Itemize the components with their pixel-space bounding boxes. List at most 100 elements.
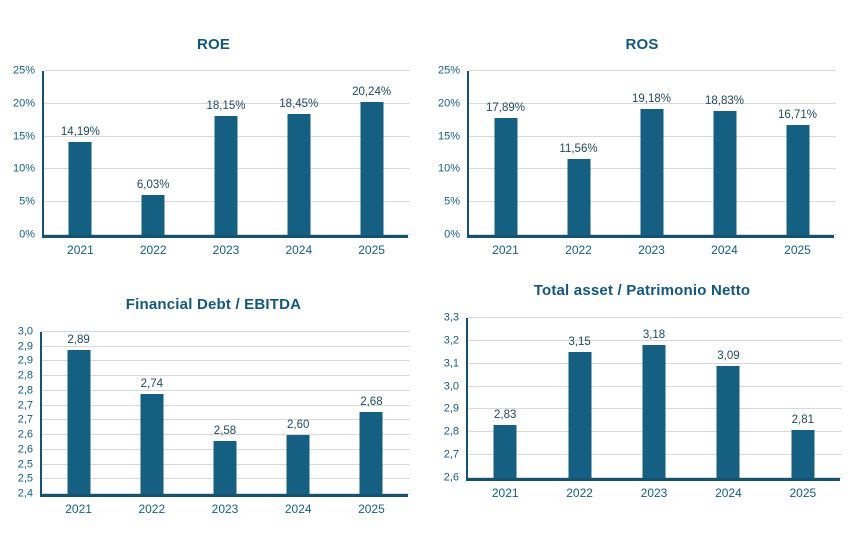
ros-chart: ROS 0% 5% 10% 15% 20% 25% 17,89% 11,56% 19,18% 1… bbox=[427, 0, 857, 270]
bar bbox=[214, 115, 238, 235]
bar-slot: 2,83 bbox=[468, 318, 542, 478]
chart-title: Financial Debt / EBITDA bbox=[125, 296, 302, 313]
data-label: 3,15 bbox=[568, 336, 591, 349]
x-tick-label: 2025 bbox=[789, 486, 817, 500]
y-tick-label: 2,5 bbox=[17, 458, 33, 471]
bar bbox=[213, 440, 237, 494]
bar bbox=[494, 117, 517, 235]
y-tick-label: 2,6 bbox=[443, 471, 459, 484]
data-label: 17,89% bbox=[485, 101, 526, 114]
bar bbox=[786, 125, 809, 235]
y-tick-label: 3,3 bbox=[443, 311, 459, 324]
x-tick-label: 2021 bbox=[492, 243, 519, 257]
data-label: 18,83% bbox=[704, 95, 745, 108]
y-tick-label: 5% bbox=[19, 195, 35, 208]
data-label: 3,18 bbox=[642, 329, 666, 342]
x-tick-label: 2021 bbox=[65, 502, 92, 516]
y-tick-label: 2,4 bbox=[17, 487, 33, 500]
plot-area: 0% 5% 10% 15% 20% 25% 17,89% 11,56% 19,18% 18,83… bbox=[438, 65, 836, 257]
bar-slot: 20,24% bbox=[335, 71, 408, 235]
data-label: 3,09 bbox=[717, 350, 740, 362]
y-tick-label: 0% bbox=[19, 228, 35, 241]
gridline bbox=[42, 389, 410, 391]
gridline bbox=[42, 434, 410, 436]
y-tick-label: 2,9 bbox=[17, 354, 33, 367]
x-tick-label: 2024 bbox=[715, 486, 742, 500]
bars: 2,83 3,15 3,18 3,09 2,81 bbox=[468, 318, 840, 478]
gridline bbox=[42, 375, 410, 377]
x-tick-label: 2022 bbox=[138, 502, 166, 516]
x-tick-label: 2021 bbox=[491, 486, 519, 500]
gridline bbox=[42, 331, 410, 332]
data-label: 2,83 bbox=[494, 409, 517, 422]
y-tick-label: 2,9 bbox=[17, 340, 33, 353]
y-tick-label: 20% bbox=[12, 97, 35, 110]
bar-slot: 3,15 bbox=[542, 318, 616, 478]
y-tick-label: 2,8 bbox=[17, 384, 33, 397]
y-tick-label: 2,8 bbox=[443, 425, 459, 438]
y-tick-label: 3,1 bbox=[443, 357, 459, 370]
x-tick-label: 2025 bbox=[358, 243, 385, 257]
bar bbox=[141, 195, 165, 235]
chart-title: Total asset / Patrimonio Netto bbox=[533, 282, 751, 299]
data-label: 2,60 bbox=[287, 419, 310, 432]
bar-slot: 18,83% bbox=[688, 71, 761, 235]
bar-slot: 11,56% bbox=[542, 71, 615, 235]
data-label: 14,19% bbox=[60, 125, 100, 138]
gridline bbox=[44, 102, 410, 104]
roe-chart: ROE 0% 5% 10% 15% 20% 25% 14,19% 6,03% 18,15% 18… bbox=[0, 0, 427, 270]
y-tick-label: 2,7 bbox=[443, 448, 459, 461]
bars: 14,19% 6,03% 18,15% 18,45% 20,24% bbox=[44, 71, 408, 235]
gridline bbox=[468, 339, 842, 341]
x-axis-labels: 2021 2022 2023 2024 2025 bbox=[44, 243, 408, 257]
y-tick-label: 25% bbox=[12, 64, 35, 77]
y-tick-label: 2,6 bbox=[17, 428, 33, 441]
gridline bbox=[468, 317, 842, 318]
bar-slot: 2,74 bbox=[115, 332, 188, 494]
plot-area: 2,4 2,5 2,5 2,6 2,6 2,7 2,7 2,8 2,8 2,9 2,9 3,0 2,8… bbox=[18, 326, 410, 516]
data-label: 16,71% bbox=[777, 109, 818, 122]
data-label: 20,24% bbox=[352, 86, 392, 99]
y-tick-label: 2,7 bbox=[17, 399, 33, 412]
y-tick-label: 3,2 bbox=[443, 334, 459, 347]
bar bbox=[568, 352, 592, 478]
x-tick-label: 2024 bbox=[284, 502, 312, 516]
bar-slot: 17,89% bbox=[469, 71, 542, 235]
bar bbox=[286, 435, 310, 494]
total-asset-patrimonio-netto-chart: Total asset / Patrimonio Netto 2,6 2,7 2,8… bbox=[427, 270, 857, 541]
x-tick-label: 2021 bbox=[67, 243, 94, 257]
financial-debt-ebitda-chart: Financial Debt / EBITDA 2,4 2,5 2,5 2,6 2,6 2… bbox=[0, 270, 427, 541]
bar-slot: 2,81 bbox=[766, 318, 840, 478]
bar-slot: 16,71% bbox=[761, 71, 834, 235]
bar-slot: 2,58 bbox=[188, 332, 261, 494]
bar-slot: 3,09 bbox=[691, 318, 765, 478]
bar-slot: 2,89 bbox=[42, 332, 115, 494]
gridline bbox=[42, 345, 410, 347]
bar bbox=[287, 113, 311, 235]
bar-slot: 6,03% bbox=[117, 71, 190, 235]
y-tick-label: 2,9 bbox=[443, 402, 459, 415]
gridline bbox=[42, 404, 410, 406]
x-tick-label: 2023 bbox=[640, 486, 668, 500]
x-tick-label: 2023 bbox=[211, 502, 239, 516]
y-tick-label: 0% bbox=[444, 228, 460, 241]
bar bbox=[716, 366, 740, 478]
x-tick-label: 2024 bbox=[711, 243, 738, 257]
x-tick-label: 2022 bbox=[566, 486, 593, 500]
chart-title: ROS bbox=[625, 36, 659, 53]
x-axis-labels: 2021 2022 2023 2024 2025 bbox=[469, 243, 834, 257]
y-tick-label: 3,0 bbox=[17, 325, 33, 338]
y-tick-label: 2,8 bbox=[17, 369, 33, 382]
y-tick-label: 15% bbox=[437, 130, 460, 143]
bar-slot: 14,19% bbox=[44, 71, 117, 235]
x-axis-labels: 2021 2022 2023 2024 2025 bbox=[42, 502, 408, 516]
data-label: 2,81 bbox=[791, 414, 815, 426]
bar-slot: 19,18% bbox=[615, 71, 688, 235]
bar bbox=[140, 393, 164, 494]
y-tick-label: 10% bbox=[437, 162, 460, 175]
data-label: 2,89 bbox=[67, 333, 90, 346]
y-tick-label: 15% bbox=[12, 130, 35, 143]
bar-slot: 3,18 bbox=[617, 318, 691, 478]
bar-slot: 2,60 bbox=[262, 332, 335, 494]
data-label: 2,74 bbox=[140, 377, 163, 390]
